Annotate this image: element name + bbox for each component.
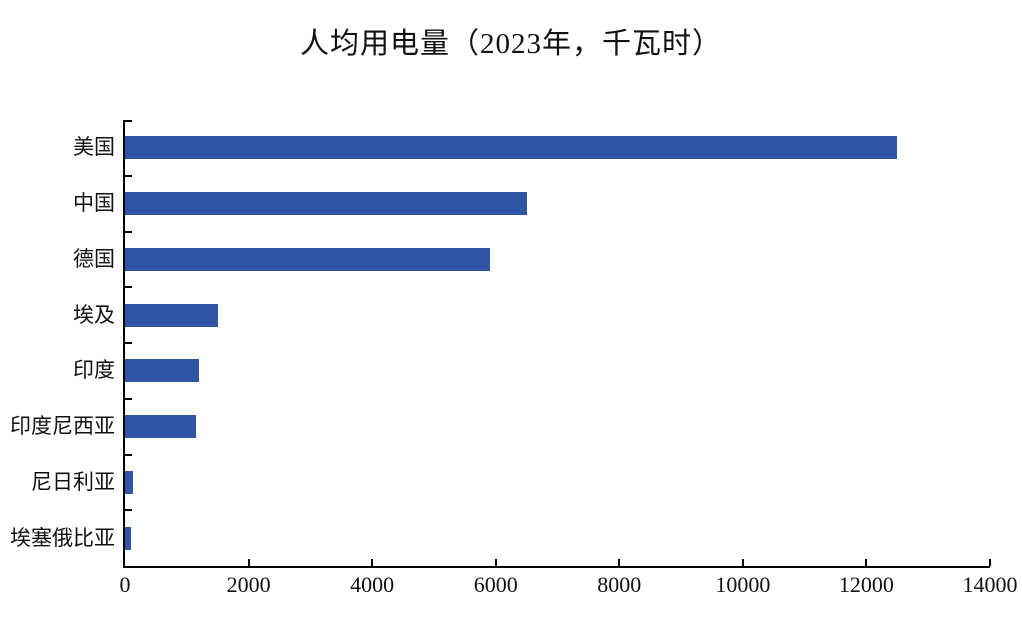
bar [125,415,197,439]
bar [125,470,133,494]
x-axis-tick [741,559,744,566]
y-axis-tick [125,397,132,400]
x-axis-tick-label: 10000 [715,572,771,597]
y-axis-tick [125,342,132,344]
bar [125,303,218,327]
category-label: 美国 [73,135,115,160]
bar [125,136,898,160]
bar [125,359,200,383]
x-axis-tick-label: 6000 [473,572,518,597]
x-axis-tick-label: 2000 [226,572,271,597]
x-axis-tick-label: 12000 [838,572,894,597]
x-axis-tick-label: 14000 [962,572,1018,597]
y-axis-tick [125,286,132,289]
category-label: 印度 [73,358,115,383]
chart-title: 人均用电量（2023年，千瓦时） [299,28,722,60]
category-label: 印度尼西亚 [10,414,115,439]
x-axis-tick-label: 8000 [597,572,642,597]
bar [125,526,132,550]
x-axis-tick [247,559,250,566]
x-axis-tick-label: 4000 [350,572,395,597]
y-axis-tick [125,230,132,233]
x-axis-tick-label: 0 [119,572,131,597]
category-label: 中国 [73,191,115,216]
x-axis-tick [618,559,621,566]
x-axis-tick [865,559,868,566]
bar [125,247,490,271]
x-axis-tick [989,559,991,566]
x-axis-tick [494,559,497,566]
plot-area: 美国中国德国埃及印度印度尼西亚尼日利亚埃塞俄比亚 0 2000 4000 6000 800… [10,120,1018,597]
category-label: 尼日利亚 [31,469,115,494]
category-label: 德国 [73,246,115,271]
y-axis-tick [125,120,132,122]
y-axis-tick [125,509,132,512]
bar [125,192,527,216]
x-axis-tick [371,559,374,566]
y-axis-tick [125,174,132,177]
category-label: 埃及 [73,302,115,327]
category-label: 埃塞俄比亚 [10,525,115,550]
y-axis-tick [125,453,132,456]
